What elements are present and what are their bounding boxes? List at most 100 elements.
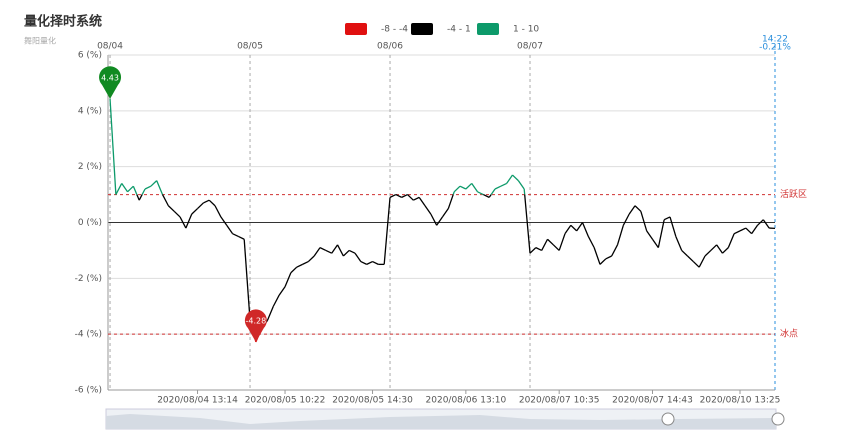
line-segment [197, 202, 204, 210]
line-segment [634, 205, 642, 212]
line-segment [692, 261, 700, 268]
legend-label: 1 - 10 [513, 25, 539, 35]
line-segment [506, 174, 514, 184]
line-segment [278, 286, 286, 296]
last-change: -0.21% [759, 43, 791, 53]
line-segment [238, 235, 245, 240]
line-segment [535, 247, 542, 252]
line-segment [436, 216, 444, 226]
line-segment [710, 244, 718, 251]
line-segment [430, 213, 438, 226]
line-segment [762, 219, 770, 229]
data-zoom[interactable] [105, 408, 785, 430]
x-tick-label: 2020/08/07 10:35 [519, 396, 600, 406]
line-segment [494, 185, 502, 190]
legend-label: -4 - 1 [447, 25, 471, 35]
line-segment [342, 249, 350, 257]
line-segment [383, 197, 391, 265]
line-segment [127, 185, 134, 193]
line-segment [552, 244, 560, 251]
line-segment [529, 247, 537, 254]
line-segment [576, 222, 584, 232]
x-tick-label: 2020/08/10 13:25 [700, 396, 781, 406]
line-segment [307, 255, 315, 263]
x-tick-label: 2020/08/06 13:10 [426, 396, 507, 406]
line-segment [698, 255, 706, 268]
zoom-handle[interactable] [661, 412, 675, 426]
line-segment [296, 263, 303, 268]
line-segment [302, 260, 309, 265]
line-segment [622, 213, 630, 226]
line-segment [290, 266, 298, 274]
line-segment [366, 260, 373, 265]
line-segment [424, 205, 432, 215]
y-tick-label: -6 (%) [75, 386, 102, 396]
line-segment [593, 247, 601, 265]
line-segment [616, 225, 624, 246]
legend-label: -8 - -4 [381, 25, 408, 35]
line-segment [132, 185, 138, 195]
line-segment [452, 191, 455, 195]
line-segment [599, 258, 607, 265]
y-tick-label: 0 (%) [78, 218, 102, 228]
x-tick-label: 2020/08/05 10:22 [245, 396, 326, 406]
line-segment [722, 247, 729, 254]
line-segment [669, 216, 677, 237]
line-segment [173, 210, 181, 218]
line-segment [547, 238, 554, 246]
line-segment [471, 183, 479, 193]
y-tick-label: 6 (%) [78, 51, 102, 61]
line-segment [564, 224, 572, 235]
line-segment [413, 196, 420, 201]
line-segment [407, 194, 414, 201]
mark-point [99, 66, 122, 99]
zoom-handle[interactable] [771, 412, 785, 426]
chart-subtitle: 舞阳量化 [24, 36, 56, 46]
line-segment [401, 193, 408, 198]
line-segment [628, 205, 636, 215]
line-segment [745, 227, 753, 235]
line-segment [109, 98, 117, 195]
line-segment [657, 219, 665, 248]
mark-line-label: 活跃区 [780, 188, 807, 200]
line-segment [179, 216, 187, 229]
line-segment [331, 244, 339, 254]
line-segment [640, 211, 648, 232]
day-label: 08/07 [517, 42, 543, 52]
line-segment [453, 185, 461, 193]
line-segment [757, 219, 764, 226]
line-segment [214, 205, 222, 218]
line-segment [185, 213, 193, 229]
mark-line-label: 冰点 [780, 328, 798, 340]
line-segment [488, 194, 492, 198]
line-segment [441, 208, 449, 218]
line-segment [483, 193, 490, 198]
line-segment [459, 185, 467, 190]
line-segment [739, 227, 747, 232]
line-segment [161, 194, 169, 207]
line-segment [389, 193, 397, 198]
line-segment [150, 180, 158, 187]
line-segment [517, 180, 525, 190]
line-segment [681, 249, 688, 257]
line-segment [523, 188, 526, 195]
zoom-preview [106, 414, 776, 429]
line-segment [687, 255, 694, 263]
line-segment [733, 230, 741, 235]
line-segment [208, 199, 216, 207]
line-segment [704, 249, 712, 257]
line-segment [144, 185, 152, 190]
x-tick-label: 2020/08/04 13:14 [157, 396, 238, 406]
legend-swatch [477, 23, 499, 35]
line-segment [284, 272, 292, 287]
mark-point-label: 4.43 [101, 73, 119, 82]
line-segment [354, 252, 362, 262]
mark-point-label: -4.28 [246, 316, 267, 325]
line-segment [727, 233, 735, 248]
line-segment [313, 247, 321, 257]
line-segment [477, 191, 484, 196]
line-segment [716, 244, 724, 254]
line-segment [500, 182, 507, 187]
day-label: 08/06 [377, 42, 403, 52]
